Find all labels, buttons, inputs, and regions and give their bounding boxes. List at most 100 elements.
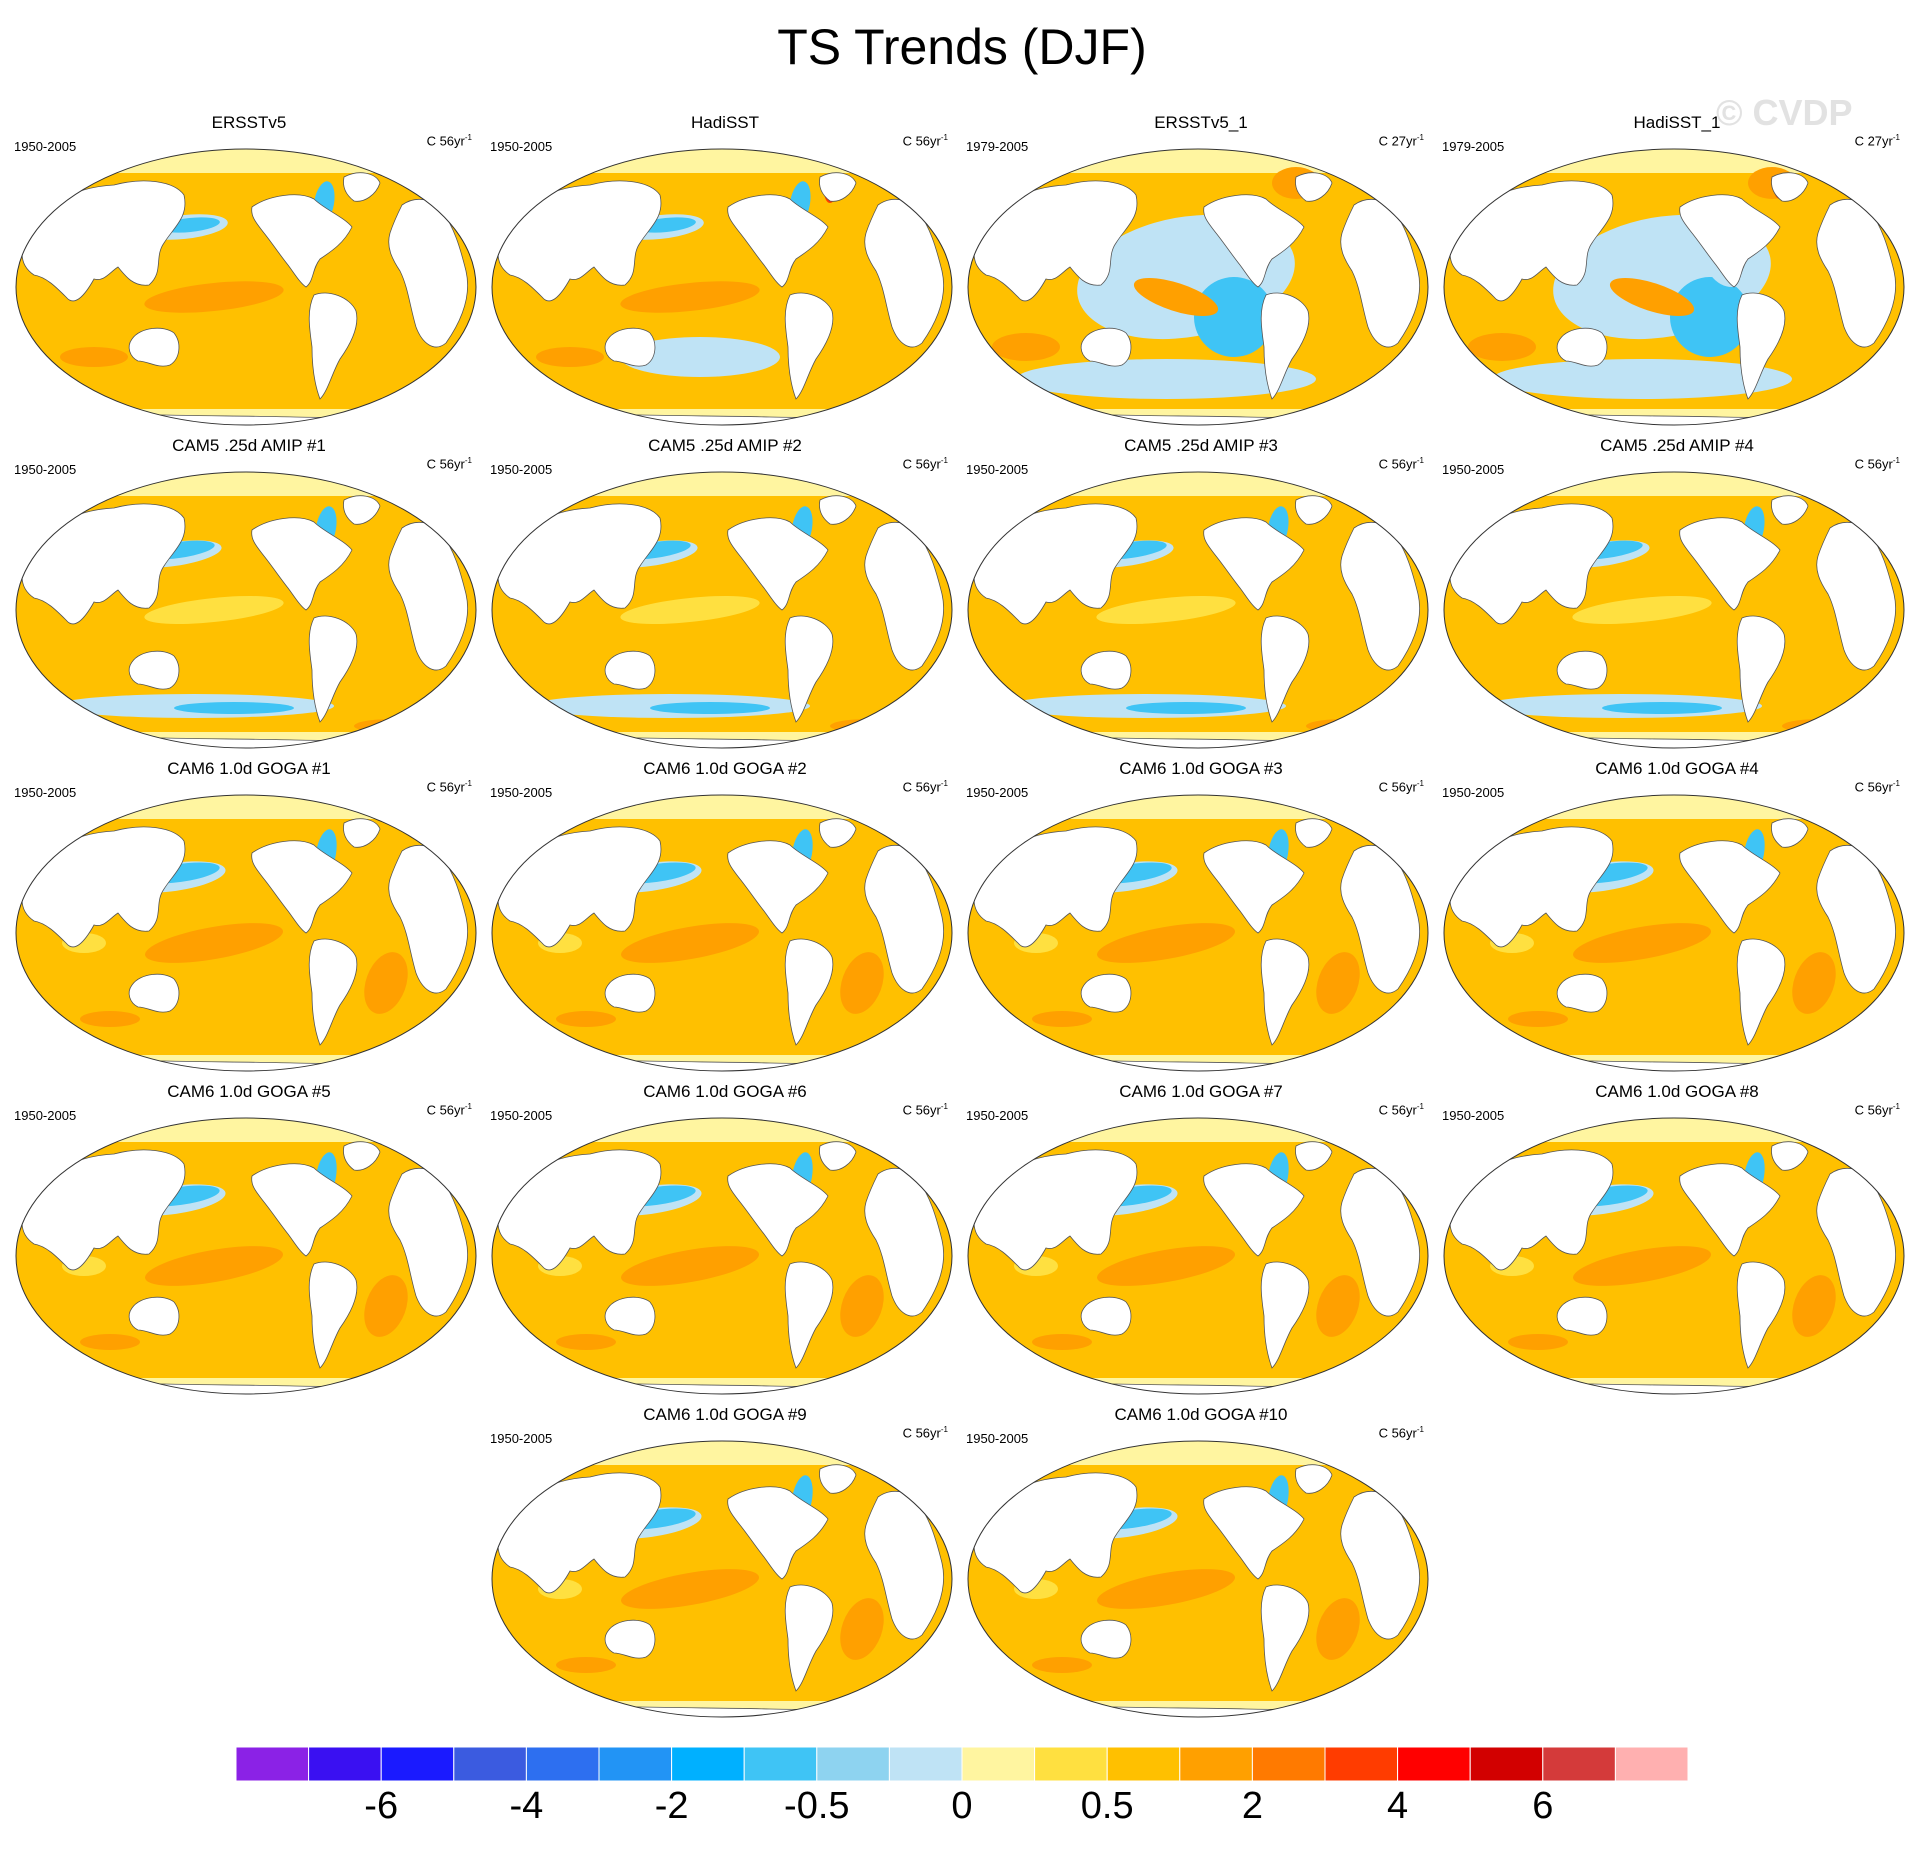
map-border bbox=[1443, 1117, 1905, 1395]
continent-greenland bbox=[819, 495, 857, 525]
colorbar-label: -4 bbox=[509, 1785, 544, 1827]
map-plot bbox=[1443, 471, 1905, 749]
south-atlantic-warm bbox=[1792, 952, 1836, 1014]
south-atlantic-warm bbox=[840, 1598, 884, 1660]
map-panel: CAM6 1.0d GOGA #8 1950-2005 C 56yr-1 bbox=[1442, 1082, 1912, 1397]
map-panel: CAM6 1.0d GOGA #2 1950-2005 C 56yr-1 bbox=[490, 759, 960, 1074]
southern-ocean-cool-pale bbox=[1492, 359, 1792, 399]
southern-ocean-warm bbox=[1032, 1657, 1092, 1673]
continent-greenland bbox=[1295, 172, 1333, 202]
map-border bbox=[491, 794, 953, 1072]
continent-south-america bbox=[1736, 1261, 1786, 1369]
map-plot bbox=[15, 1117, 477, 1395]
continent-south-america bbox=[308, 1261, 358, 1369]
map-panel: HadiSST 1950-2005 C 56yr-1 bbox=[490, 113, 960, 428]
indian-ocean-warm bbox=[1468, 333, 1536, 361]
colorbar-swatch bbox=[1106, 1747, 1181, 1781]
arctic-pale bbox=[968, 1118, 1428, 1142]
panel-title: CAM6 1.0d GOGA #1 bbox=[167, 759, 331, 778]
continent-asia bbox=[21, 180, 186, 302]
arctic-pale bbox=[16, 472, 476, 496]
continent-south-america bbox=[1260, 1584, 1310, 1692]
continent-australia bbox=[1556, 327, 1608, 367]
colorbar-swatch bbox=[1542, 1747, 1616, 1781]
continent-greenland bbox=[343, 818, 381, 848]
colorbar-label: 6 bbox=[1532, 1785, 1554, 1827]
continent-asia bbox=[21, 826, 186, 948]
tropical-pacific-warm bbox=[145, 1246, 283, 1286]
panel-units: C 56yr-1 bbox=[1378, 1102, 1424, 1118]
colorbar-label: -2 bbox=[654, 1785, 689, 1827]
southern-indian-warm bbox=[536, 347, 604, 367]
tropical-pacific-warm bbox=[144, 281, 284, 313]
southern-ocean-cool bbox=[1126, 702, 1246, 714]
map-border bbox=[967, 1440, 1429, 1718]
continent-australia bbox=[604, 1619, 656, 1659]
watermark: © CVDP bbox=[1716, 92, 1853, 133]
panel-units: C 56yr-1 bbox=[902, 1102, 948, 1118]
tropical-pacific-light bbox=[1572, 596, 1712, 624]
panel-title: CAM5 .25d AMIP #3 bbox=[1124, 436, 1278, 455]
continent-australia bbox=[1556, 1296, 1608, 1336]
continent-asia bbox=[497, 180, 662, 302]
continent-north-america bbox=[727, 1486, 829, 1580]
continent-asia bbox=[21, 503, 186, 625]
map-plot bbox=[491, 148, 953, 426]
panel-years: 1950-2005 bbox=[1442, 1108, 1505, 1123]
southern-ocean-warm bbox=[80, 1334, 140, 1350]
panel-title: CAM6 1.0d GOGA #3 bbox=[1119, 759, 1283, 778]
panel-years: 1979-2005 bbox=[966, 139, 1029, 154]
south-atlantic-warm bbox=[1792, 1275, 1836, 1337]
central-pacific-warm bbox=[1609, 277, 1695, 317]
arctic-pale bbox=[968, 149, 1428, 173]
colorbar-label: 4 bbox=[1387, 1785, 1409, 1827]
continent-asia bbox=[973, 180, 1138, 302]
panel-title: CAM5 .25d AMIP #1 bbox=[172, 436, 326, 455]
continent-north-america bbox=[1679, 840, 1781, 934]
south-atlantic-warm bbox=[364, 1275, 408, 1337]
arctic-pale bbox=[968, 472, 1428, 496]
arctic-pale bbox=[968, 1441, 1428, 1465]
panel-title: CAM5 .25d AMIP #2 bbox=[648, 436, 802, 455]
panel-years: 1950-2005 bbox=[966, 785, 1029, 800]
continent-greenland bbox=[1771, 818, 1809, 848]
panel-years: 1950-2005 bbox=[966, 462, 1029, 477]
panel-title: CAM6 1.0d GOGA #4 bbox=[1595, 759, 1759, 778]
map-border bbox=[967, 148, 1429, 426]
colorbar-swatch bbox=[1251, 1747, 1326, 1781]
south-atlantic-warm bbox=[1316, 952, 1360, 1014]
map-panel: CAM5 .25d AMIP #4 1950-2005 C 56yr-1 bbox=[1442, 436, 1912, 751]
continent-asia bbox=[1449, 180, 1614, 302]
south-atlantic-warm bbox=[1782, 719, 1862, 733]
continent-greenland bbox=[819, 818, 857, 848]
continent-asia bbox=[1449, 503, 1614, 625]
panel-years: 1950-2005 bbox=[14, 139, 77, 154]
panel-title: ERSSTv5 bbox=[211, 113, 287, 132]
arctic-pale bbox=[492, 1118, 952, 1142]
map-plot bbox=[15, 794, 477, 1072]
map-panel: CAM6 1.0d GOGA #1 1950-2005 C 56yr-1 bbox=[14, 759, 484, 1074]
map-plot bbox=[491, 794, 953, 1072]
continent-asia bbox=[973, 1472, 1138, 1594]
map-panel: CAM5 .25d AMIP #3 1950-2005 C 56yr-1 bbox=[966, 436, 1436, 751]
map-panel: CAM6 1.0d GOGA #5 1950-2005 C 56yr-1 bbox=[14, 1082, 484, 1397]
map-border bbox=[1443, 794, 1905, 1072]
map-plot bbox=[967, 1440, 1429, 1718]
tropical-pacific-warm bbox=[620, 281, 760, 313]
southern-ocean-cool-pale bbox=[1016, 359, 1316, 399]
map-panel: CAM6 1.0d GOGA #7 1950-2005 C 56yr-1 bbox=[966, 1082, 1436, 1397]
south-atlantic-warm bbox=[1316, 1598, 1360, 1660]
arctic-pale bbox=[1444, 795, 1904, 819]
map-plot bbox=[491, 1117, 953, 1395]
panel-title: CAM6 1.0d GOGA #5 bbox=[167, 1082, 331, 1101]
arctic-pale bbox=[1444, 1118, 1904, 1142]
panel-title: CAM6 1.0d GOGA #6 bbox=[643, 1082, 807, 1101]
continent-australia bbox=[128, 973, 180, 1013]
continent-north-america bbox=[1679, 1163, 1781, 1257]
panel-units: C 56yr-1 bbox=[1854, 1102, 1900, 1118]
map-plot bbox=[15, 148, 477, 426]
map-panel: CAM6 1.0d GOGA #6 1950-2005 C 56yr-1 bbox=[490, 1082, 960, 1397]
southern-ocean-warm bbox=[1508, 1334, 1568, 1350]
panel-units: C 56yr-1 bbox=[902, 779, 948, 795]
panel-units: C 56yr-1 bbox=[902, 1425, 948, 1441]
